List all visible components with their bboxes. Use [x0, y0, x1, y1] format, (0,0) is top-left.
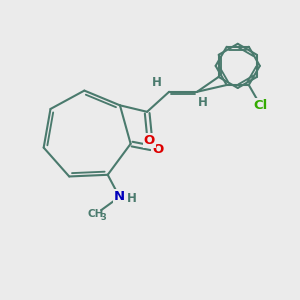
Text: 3: 3	[101, 213, 106, 222]
Text: H: H	[127, 192, 137, 205]
Text: N: N	[114, 190, 125, 203]
Text: H: H	[197, 97, 207, 110]
Text: O: O	[144, 134, 155, 147]
Text: CH: CH	[88, 209, 104, 219]
Text: H: H	[152, 76, 162, 89]
Text: O: O	[152, 142, 163, 155]
Text: Cl: Cl	[254, 99, 268, 112]
